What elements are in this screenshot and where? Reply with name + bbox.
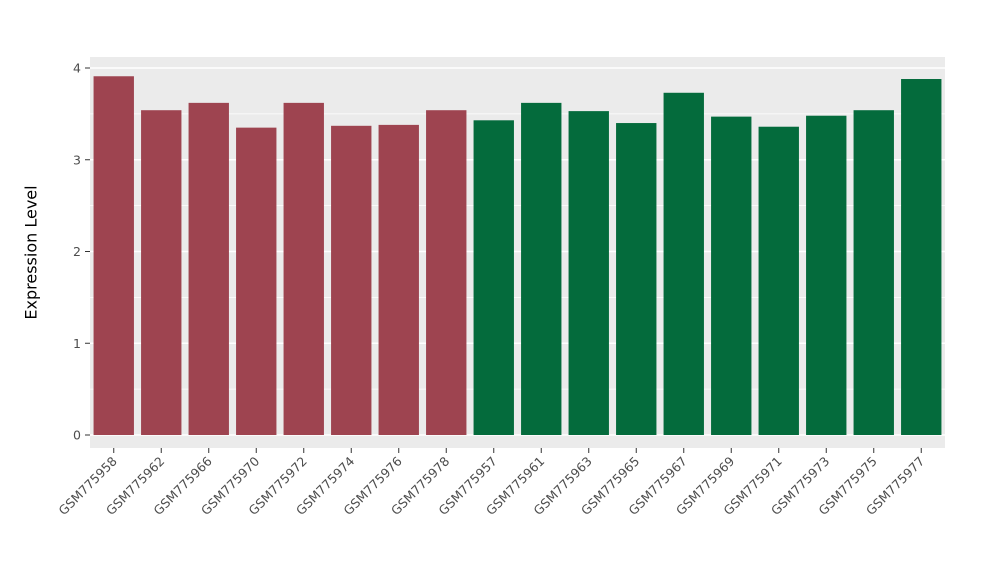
bar-GSM775958: [93, 76, 134, 435]
bar-GSM775957: [473, 120, 514, 436]
bar-GSM775974: [331, 125, 372, 436]
bar-GSM775963: [568, 111, 609, 435]
y-tick-label: 4: [73, 61, 81, 76]
bar-GSM775969: [711, 116, 752, 435]
bar-GSM775966: [188, 102, 229, 436]
y-tick-label: 1: [73, 336, 81, 351]
bar-GSM775961: [521, 102, 562, 436]
y-tick-label: 2: [73, 244, 81, 259]
bar-GSM775970: [236, 127, 277, 435]
bar-GSM775976: [378, 124, 419, 435]
bar-GSM775975: [853, 110, 894, 435]
bar-GSM775972: [283, 102, 324, 436]
bar-GSM775977: [901, 79, 942, 435]
panel-background: [90, 57, 945, 448]
bar-GSM775962: [141, 110, 182, 435]
bar-GSM775971: [758, 126, 799, 435]
y-tick-label: 0: [73, 428, 81, 443]
bar-GSM775965: [616, 123, 657, 436]
y-tick-label: 3: [73, 152, 81, 167]
bar-GSM775973: [806, 115, 847, 436]
bar-GSM775978: [426, 110, 467, 435]
bar-GSM775967: [663, 92, 704, 436]
